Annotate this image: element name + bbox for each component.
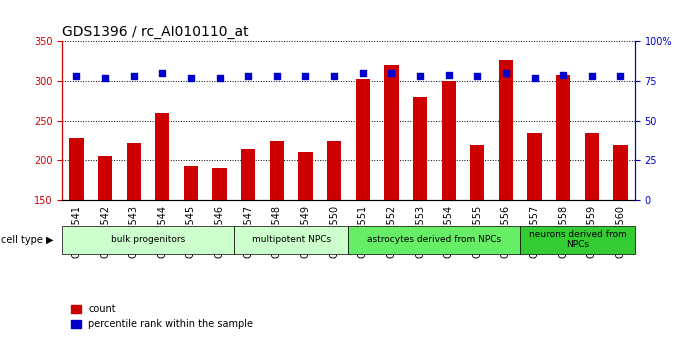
- Point: [300, 73, 311, 79]
- Bar: [584, 132, 599, 200]
- Point: [243, 73, 254, 79]
- FancyBboxPatch shape: [62, 226, 234, 254]
- Point: [558, 72, 569, 78]
- Point: [357, 70, 368, 76]
- Point: [443, 72, 454, 78]
- Bar: [384, 65, 399, 200]
- Point: [500, 70, 511, 76]
- Bar: [470, 145, 484, 200]
- Text: multipotent NPCs: multipotent NPCs: [252, 235, 331, 244]
- Legend: count, percentile rank within the sample: count, percentile rank within the sample: [67, 300, 257, 333]
- Bar: [355, 79, 370, 200]
- Text: GDS1396 / rc_AI010110_at: GDS1396 / rc_AI010110_at: [62, 25, 248, 39]
- Point: [415, 73, 426, 79]
- Point: [472, 73, 483, 79]
- Bar: [327, 141, 342, 200]
- Point: [71, 73, 82, 79]
- Bar: [69, 138, 83, 200]
- Bar: [126, 143, 141, 200]
- Point: [214, 75, 225, 81]
- Bar: [155, 113, 170, 200]
- Point: [586, 73, 598, 79]
- Point: [157, 70, 168, 76]
- Point: [328, 73, 339, 79]
- Bar: [527, 134, 542, 200]
- Text: bulk progenitors: bulk progenitors: [111, 235, 185, 244]
- Bar: [184, 166, 198, 200]
- Bar: [442, 81, 456, 200]
- FancyBboxPatch shape: [348, 226, 520, 254]
- Point: [186, 75, 197, 81]
- Point: [99, 75, 110, 81]
- Point: [386, 70, 397, 76]
- Bar: [213, 168, 227, 200]
- Bar: [556, 75, 571, 200]
- Point: [128, 73, 139, 79]
- Bar: [499, 60, 513, 200]
- Bar: [241, 148, 255, 200]
- Point: [615, 73, 626, 79]
- Text: neurons derived from
NPCs: neurons derived from NPCs: [529, 230, 627, 249]
- Point: [271, 73, 282, 79]
- Bar: [98, 156, 112, 200]
- Bar: [270, 141, 284, 200]
- FancyBboxPatch shape: [234, 226, 348, 254]
- Text: astrocytes derived from NPCs: astrocytes derived from NPCs: [367, 235, 502, 244]
- FancyBboxPatch shape: [520, 226, 635, 254]
- Bar: [613, 145, 628, 200]
- Bar: [413, 97, 427, 200]
- Text: cell type ▶: cell type ▶: [1, 235, 54, 245]
- Bar: [298, 152, 313, 200]
- Point: [529, 75, 540, 81]
